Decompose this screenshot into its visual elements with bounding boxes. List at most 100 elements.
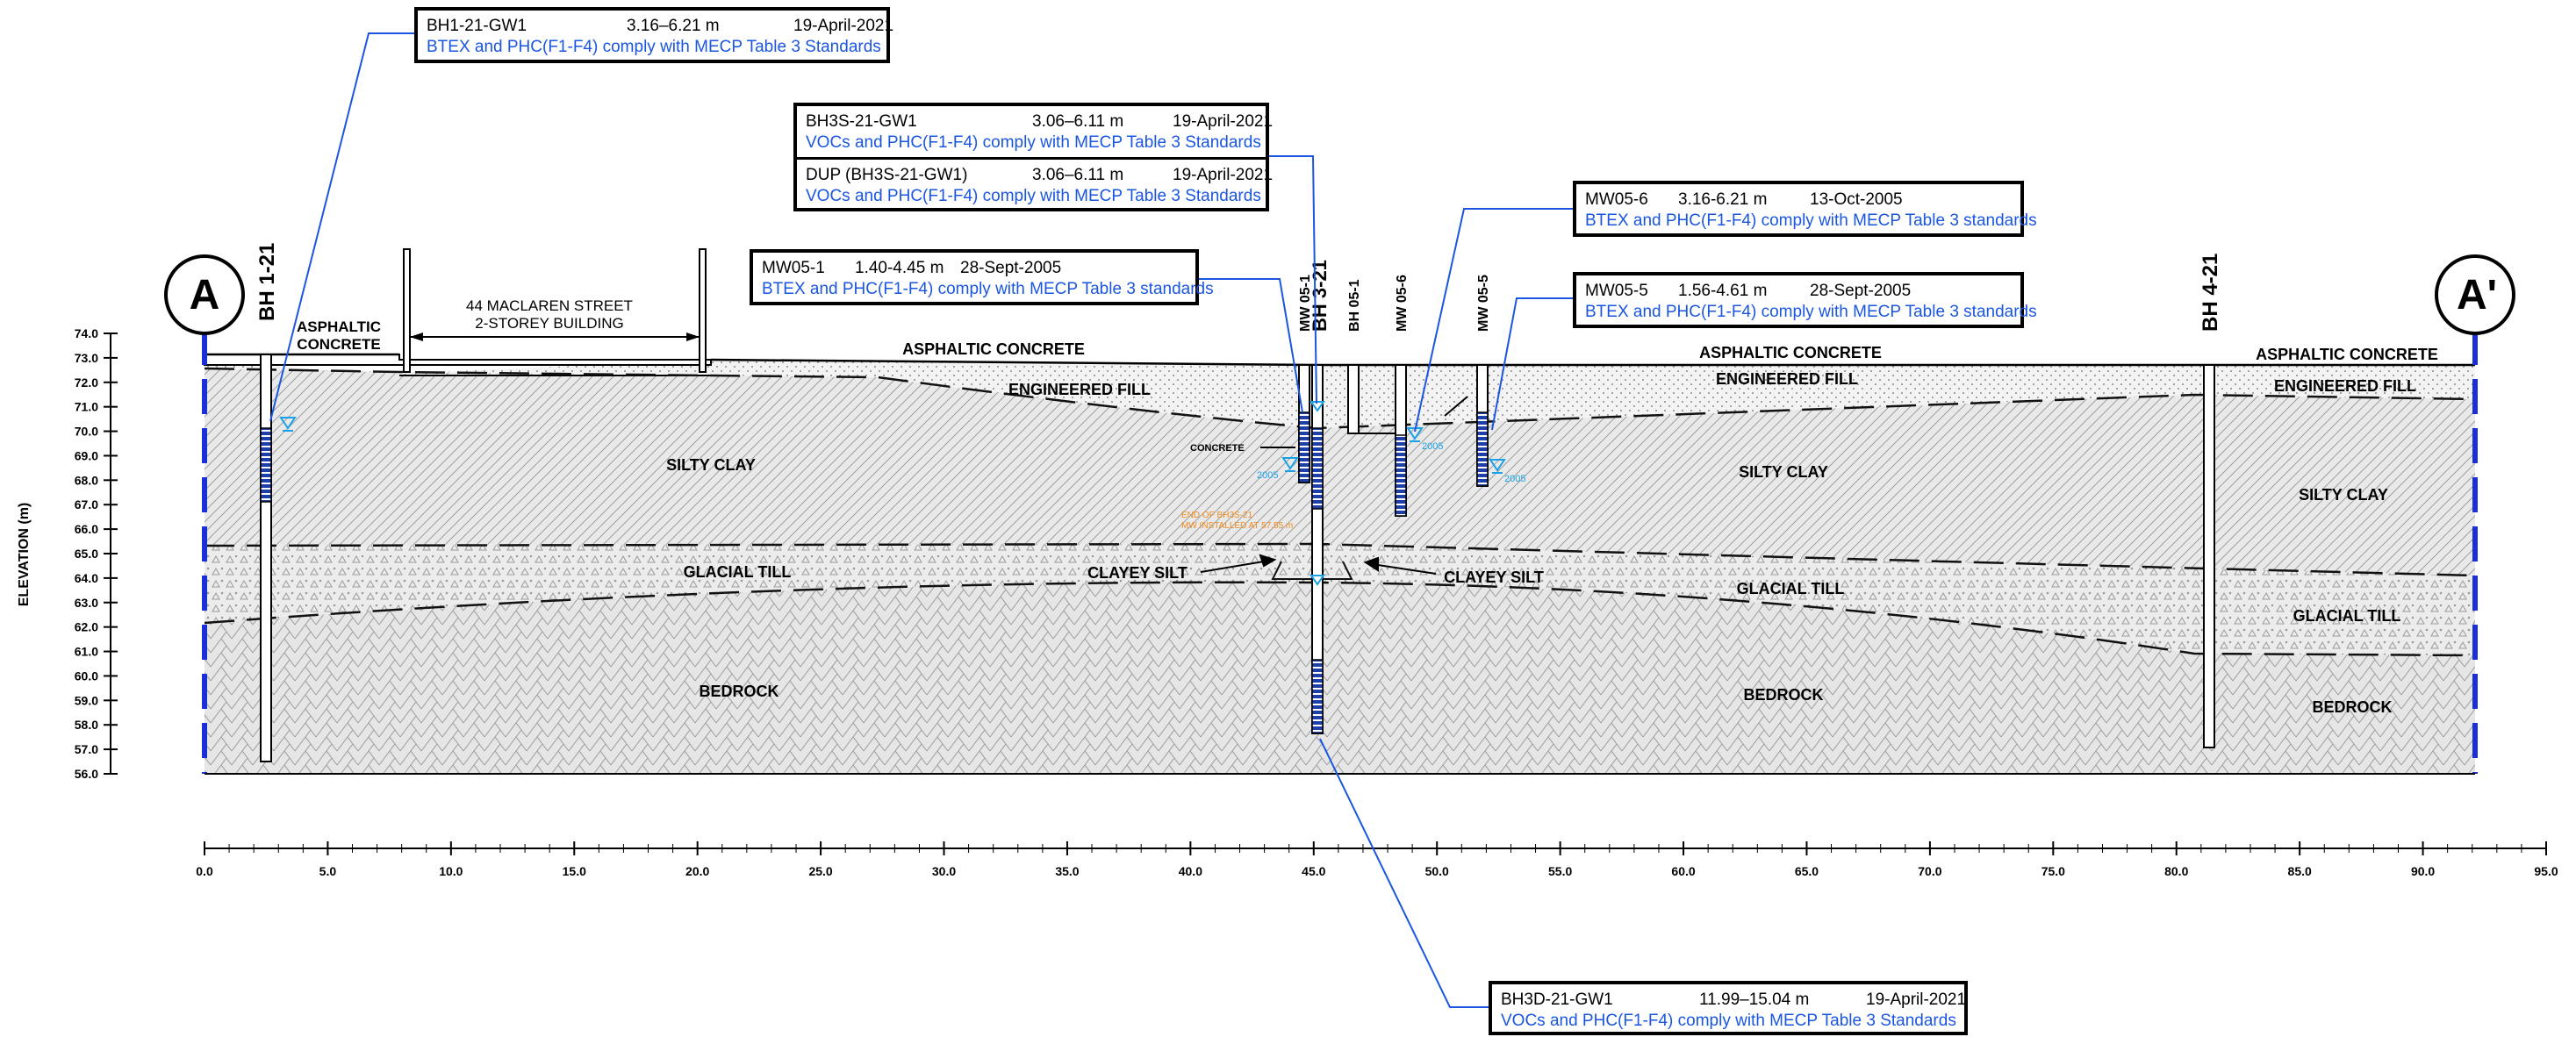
sample-id: BH3D-21-GW1 — [1501, 991, 1613, 1009]
y-tick-label: 74.0 — [75, 326, 98, 340]
layer-label-asphalt-left: CONCRETE — [297, 336, 380, 353]
sample-id: MW05-5 — [1585, 282, 1648, 300]
water-year-label: 2005 — [1504, 474, 1525, 484]
layer-label-asphalt-left: ASPHALTIC — [297, 318, 381, 335]
x-tick-label: 85.0 — [2288, 864, 2312, 878]
sample-depth: 3.06–6.11 m — [1032, 112, 1124, 131]
borehole-bh4-21-casing — [2203, 364, 2215, 748]
layer-label-concrete: CONCRETE — [1190, 443, 1245, 454]
y-axis: 74.0 73.0 72.0 71.0 70.0 69.0 68.0 67.0 66.0 65.0… — [75, 326, 118, 781]
sample-depth: 11.99–15.04 m — [1699, 991, 1810, 1009]
layer-label-silty-clay: SILTY CLAY — [1739, 463, 1828, 481]
y-tick-label: 72.0 — [75, 375, 98, 390]
callout-mw05-1: MW05-1 1.40-4.45 m 28-Sept-2005 BTEX and P… — [750, 249, 1214, 305]
water-level-icon — [279, 417, 297, 430]
x-tick-label: 80.0 — [2164, 864, 2188, 878]
water-year-label: 2005 — [1257, 470, 1278, 481]
layer-label-engineered-fill: ENGINEERED FILL — [1008, 381, 1151, 398]
sample-result: VOCs and PHC(F1-F4) comply with MECP Tab… — [806, 133, 1261, 152]
y-tick-label: 61.0 — [75, 645, 98, 659]
x-tick-label: 55.0 — [1548, 864, 1572, 878]
sample-date: 19-April-2021 — [1173, 112, 1274, 131]
borehole-mw05-5-screen — [1476, 411, 1489, 487]
water-year-label: 2005 — [1422, 441, 1443, 452]
borehole-mw05-6-screen — [1395, 434, 1407, 517]
borehole-label-mw05-6: MW 05-6 — [1395, 275, 1410, 332]
sample-result: BTEX and PHC(F1-F4) comply with MECP Tab… — [762, 280, 1214, 298]
sample-date: 28-Sept-2005 — [960, 259, 1062, 277]
borehole-label-bh1-21: BH 1-21 — [255, 243, 279, 321]
y-tick-label: 56.0 — [75, 767, 98, 781]
x-tick-label: 20.0 — [685, 864, 709, 878]
layer-label-engineered-fill: ENGINEERED FILL — [2274, 377, 2416, 395]
x-tick-label: 0.0 — [196, 864, 213, 878]
building-wall-left — [403, 248, 411, 373]
sample-depth: 3.16–6.21 m — [627, 17, 720, 35]
borehole-bh1-21-screen — [260, 427, 272, 503]
x-tick-label: 15.0 — [563, 864, 586, 878]
layer-label-clayey-silt: CLAYEY SILT — [1087, 564, 1188, 582]
water-level-icon — [1310, 575, 1325, 586]
sample-depth: 3.16-6.21 m — [1678, 190, 1768, 209]
building-wall-right — [699, 248, 707, 373]
x-tick-label: 90.0 — [2411, 864, 2435, 878]
y-tick-label: 71.0 — [75, 400, 98, 414]
layer-label-asphalt: ASPHALTIC CONCRETE — [902, 340, 1085, 358]
building-name: 44 MACLAREN STREET — [466, 297, 633, 314]
borehole-label-mw05-5: MW 05-5 — [1476, 275, 1491, 332]
borehole-label-mw05-1: MW 05-1 — [1298, 275, 1313, 332]
borehole-label-bh05-1: BH 05-1 — [1347, 279, 1362, 332]
leader-line-mw056 — [1414, 208, 1573, 433]
sample-date: 19-April-2021 — [1866, 991, 1967, 1009]
end-note-line2: MW INSTALLED AT 57.55 m — [1181, 521, 1293, 531]
layer-label-clayey-silt: CLAYEY SILT — [1444, 569, 1544, 586]
y-tick-label: 65.0 — [75, 547, 98, 561]
silty-clay-layer — [205, 368, 2475, 576]
section-marker-a-circle — [164, 254, 245, 335]
borehole-mw05-1-screen — [1298, 411, 1310, 483]
callout-bh1: BH1-21-GW1 3.16–6.21 m 19-April-2021 BTEX … — [414, 7, 893, 63]
layer-label-bedrock: BEDROCK — [699, 683, 779, 700]
sample-result: VOCs and PHC(F1-F4) comply with MECP Tab… — [806, 187, 1261, 205]
x-tick-label: 65.0 — [1795, 864, 1819, 878]
callout-bh3s-group: BH3S-21-GW1 3.06–6.11 m 19-April-2021 VOCs… — [793, 103, 1273, 211]
x-tick-label: 95.0 — [2534, 864, 2558, 878]
x-axis: 0.0 5.0 10.0 15.0 20.0 25.0 30.0 35.0 40.0 45.0 50… — [196, 841, 2558, 878]
y-tick-label: 68.0 — [75, 473, 98, 487]
building-description: 2-STOREY BUILDING — [475, 315, 623, 332]
leader-line-bh3s — [1269, 155, 1317, 404]
water-level-icon — [1281, 457, 1299, 470]
sample-date: 13-Oct-2005 — [1810, 190, 1903, 209]
end-note-line1: END OF BH3S-21 — [1181, 511, 1253, 520]
x-tick-label: 75.0 — [2041, 864, 2065, 878]
y-tick-label: 60.0 — [75, 669, 98, 683]
x-tick-label: 25.0 — [808, 864, 832, 878]
x-tick-label: 5.0 — [319, 864, 337, 878]
x-tick-label: 10.0 — [439, 864, 463, 878]
water-level-icon — [1489, 459, 1506, 472]
section-marker-a-prime: A' — [2457, 272, 2497, 318]
layer-label-silty-clay: SILTY CLAY — [2299, 486, 2388, 504]
layer-label-engineered-fill: ENGINEERED FILL — [1716, 370, 1858, 388]
y-tick-label: 58.0 — [75, 718, 98, 732]
y-tick-label: 66.0 — [75, 522, 98, 536]
x-tick-label: 35.0 — [1055, 864, 1079, 878]
y-tick-label: 59.0 — [75, 693, 98, 707]
leader-line-mw051 — [1199, 278, 1303, 413]
sample-depth: 1.40-4.45 m — [855, 259, 944, 277]
y-tick-label: 64.0 — [75, 571, 98, 585]
layer-label-bedrock: BEDROCK — [1743, 686, 1823, 704]
layer-label-bedrock: BEDROCK — [2312, 698, 2392, 716]
borehole-bh05-1-casing — [1347, 364, 1360, 434]
leader-line-bh1 — [269, 32, 414, 422]
sample-id: MW05-6 — [1585, 190, 1648, 209]
y-tick-label: 73.0 — [75, 351, 98, 365]
asphalt-layer — [204, 354, 712, 366]
x-tick-label: 40.0 — [1179, 864, 1202, 878]
sample-result: BTEX and PHC(F1-F4) comply with MECP Tab… — [1585, 211, 2037, 230]
borehole-label-bh4-21: BH 4-21 — [2199, 254, 2222, 332]
borehole-bh3s-21-screen — [1311, 427, 1324, 510]
x-tick-label: 70.0 — [1918, 864, 1941, 878]
y-tick-label: 57.0 — [75, 742, 98, 756]
glacial-till-layer — [205, 544, 2475, 655]
